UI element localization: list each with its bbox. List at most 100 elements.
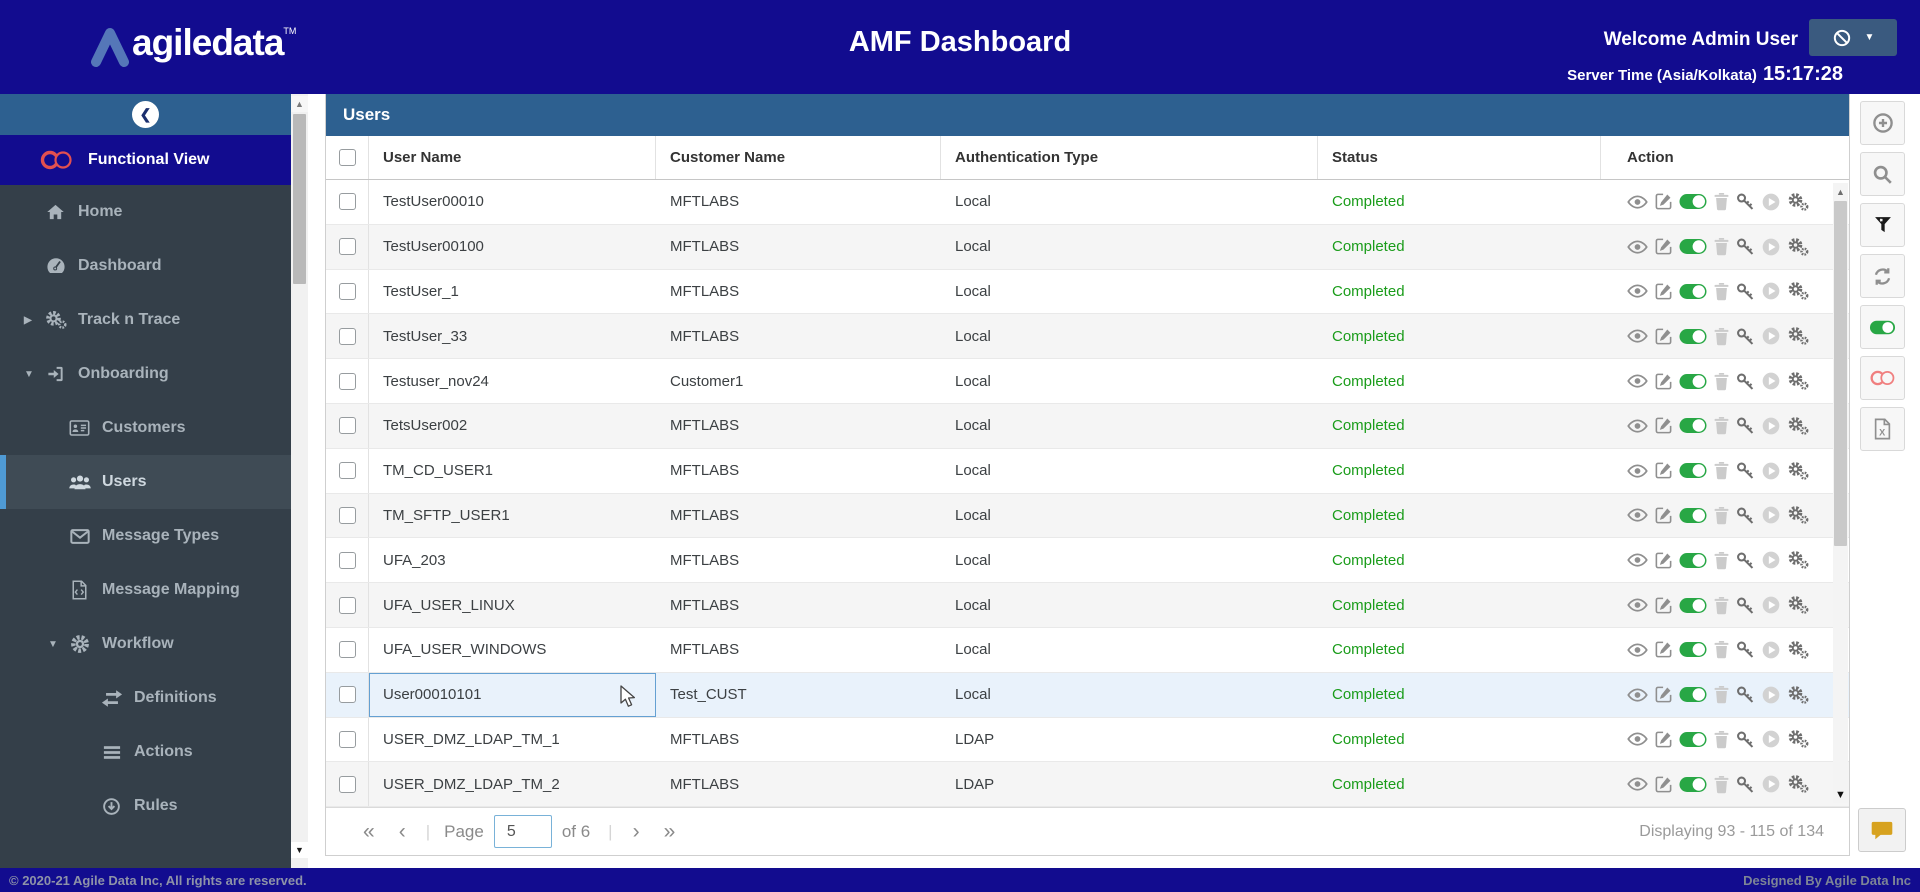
scrollbar-thumb[interactable] <box>293 114 306 284</box>
view-button[interactable] <box>1627 418 1648 434</box>
row-checkbox[interactable] <box>338 730 356 748</box>
table-row[interactable]: USER_DMZ_LDAP_TM_1 MFTLABS LDAP Complete… <box>326 717 1849 763</box>
run-button[interactable] <box>1761 640 1781 660</box>
edit-button[interactable] <box>1654 685 1673 704</box>
chat-button[interactable] <box>1858 808 1906 852</box>
sidebar-scrollbar[interactable]: ▲ ▼ <box>291 94 308 868</box>
column-header-user-name[interactable]: User Name <box>369 136 656 179</box>
edit-button[interactable] <box>1654 775 1673 794</box>
delete-button[interactable] <box>1713 461 1730 480</box>
sidebar-item-rules[interactable]: Rules <box>0 779 291 833</box>
run-button[interactable] <box>1761 729 1781 749</box>
delete-button[interactable] <box>1713 551 1730 570</box>
view-button[interactable] <box>1627 507 1648 523</box>
status-toggle[interactable] <box>1679 731 1707 748</box>
scrollbar-thumb[interactable] <box>1834 201 1847 546</box>
status-toggle[interactable] <box>1679 283 1707 300</box>
delete-button[interactable] <box>1713 730 1730 749</box>
column-header-auth-type[interactable]: Authentication Type <box>941 136 1318 179</box>
edit-button[interactable] <box>1654 372 1673 391</box>
sidebar-item-workflow[interactable]: ▼ Workflow <box>0 617 291 671</box>
status-toggle[interactable] <box>1679 597 1707 614</box>
select-all-checkbox[interactable] <box>338 149 356 166</box>
run-button[interactable] <box>1761 505 1781 525</box>
credentials-button[interactable] <box>1736 327 1755 346</box>
sidebar-collapse-button[interactable]: ❮ <box>132 101 159 128</box>
sidebar-item-home[interactable]: Home <box>0 185 291 239</box>
status-toggle[interactable] <box>1679 462 1707 479</box>
credentials-button[interactable] <box>1736 192 1755 211</box>
run-button[interactable] <box>1761 685 1781 705</box>
sidebar-item-actions[interactable]: Actions <box>0 725 291 779</box>
delete-button[interactable] <box>1713 192 1730 211</box>
credentials-button[interactable] <box>1736 237 1755 256</box>
sidebar-item-track-n-trace[interactable]: ▶ Track n Trace <box>0 293 291 347</box>
status-toggle[interactable] <box>1679 373 1707 390</box>
settings-button[interactable] <box>1787 505 1809 525</box>
prev-page-button[interactable]: ‹ <box>387 820 418 844</box>
view-button[interactable] <box>1627 776 1648 792</box>
edit-button[interactable] <box>1654 640 1673 659</box>
edit-button[interactable] <box>1654 730 1673 749</box>
table-row[interactable]: TestUser00100 MFTLABS Local Completed <box>326 224 1849 270</box>
agiledata-logo[interactable]: agiledata TM <box>88 24 296 70</box>
edit-button[interactable] <box>1654 237 1673 256</box>
table-scrollbar[interactable]: ▲ ▼ <box>1833 183 1848 803</box>
row-checkbox[interactable] <box>338 686 356 704</box>
toggle-off-button[interactable] <box>1860 356 1905 400</box>
credentials-button[interactable] <box>1736 640 1755 659</box>
column-header-status[interactable]: Status <box>1318 136 1601 179</box>
edit-button[interactable] <box>1654 416 1673 435</box>
view-button[interactable] <box>1627 552 1648 568</box>
status-toggle[interactable] <box>1679 552 1707 569</box>
edit-button[interactable] <box>1654 192 1673 211</box>
status-toggle[interactable] <box>1679 328 1707 345</box>
run-button[interactable] <box>1761 326 1781 346</box>
edit-button[interactable] <box>1654 461 1673 480</box>
user-menu-button[interactable]: ▼ <box>1809 19 1897 56</box>
table-row[interactable]: UFA_USER_LINUX MFTLABS Local Completed <box>326 583 1849 628</box>
view-button[interactable] <box>1627 731 1648 747</box>
sidebar-item-definitions[interactable]: Definitions <box>0 671 291 725</box>
status-toggle[interactable] <box>1679 776 1707 793</box>
sidebar-item-customers[interactable]: Customers <box>0 401 291 455</box>
credentials-button[interactable] <box>1736 416 1755 435</box>
table-row[interactable]: UFA_203 MFTLABS Local Completed <box>326 538 1849 584</box>
table-row[interactable]: UFA_USER_WINDOWS MFTLABS Local Completed <box>326 627 1849 673</box>
settings-button[interactable] <box>1787 326 1809 346</box>
status-toggle[interactable] <box>1679 417 1707 434</box>
settings-button[interactable] <box>1787 685 1809 705</box>
credentials-button[interactable] <box>1736 596 1755 615</box>
delete-button[interactable] <box>1713 596 1730 615</box>
edit-button[interactable] <box>1654 506 1673 525</box>
settings-button[interactable] <box>1787 729 1809 749</box>
row-checkbox[interactable] <box>338 462 356 480</box>
edit-button[interactable] <box>1654 551 1673 570</box>
settings-button[interactable] <box>1787 595 1809 615</box>
sidebar-item-message-types[interactable]: Message Types <box>0 509 291 563</box>
table-row[interactable]: TetsUser002 MFTLABS Local Completed <box>326 403 1849 449</box>
view-button[interactable] <box>1627 283 1648 299</box>
page-input[interactable] <box>493 815 552 848</box>
credentials-button[interactable] <box>1736 551 1755 570</box>
sidebar-item-dashboard[interactable]: Dashboard <box>0 239 291 293</box>
scroll-down-icon[interactable]: ▼ <box>1835 788 1846 801</box>
edit-button[interactable] <box>1654 282 1673 301</box>
table-row[interactable]: TM_CD_USER1 MFTLABS Local Completed <box>326 448 1849 494</box>
view-button[interactable] <box>1627 373 1648 389</box>
view-button[interactable] <box>1627 239 1648 255</box>
row-checkbox[interactable] <box>338 775 356 793</box>
edit-button[interactable] <box>1654 327 1673 346</box>
sidebar-item-onboarding[interactable]: ▼ Onboarding <box>0 347 291 401</box>
status-toggle[interactable] <box>1679 686 1707 703</box>
status-toggle[interactable] <box>1679 193 1707 210</box>
row-checkbox[interactable] <box>338 551 356 569</box>
table-row[interactable]: TM_SFTP_USER1 MFTLABS Local Completed <box>326 493 1849 539</box>
scroll-up-icon[interactable]: ▲ <box>1836 186 1845 197</box>
credentials-button[interactable] <box>1736 372 1755 391</box>
refresh-button[interactable] <box>1860 254 1905 298</box>
row-checkbox[interactable] <box>338 641 356 659</box>
credentials-button[interactable] <box>1736 506 1755 525</box>
first-page-button[interactable]: « <box>351 820 387 844</box>
add-button[interactable] <box>1860 101 1905 145</box>
